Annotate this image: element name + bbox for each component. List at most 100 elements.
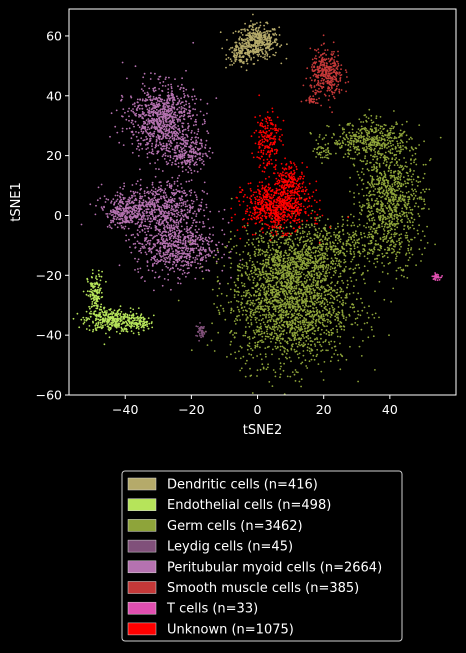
scatter-point — [289, 287, 292, 290]
scatter-point — [288, 337, 291, 340]
scatter-point — [241, 298, 244, 300]
scatter-point — [364, 157, 366, 160]
scatter-point — [386, 232, 389, 235]
scatter-point — [336, 280, 339, 283]
scatter-point — [255, 48, 258, 50]
scatter-point — [289, 375, 292, 378]
scatter-point — [394, 228, 396, 231]
scatter-point — [254, 23, 256, 26]
scatter-point — [392, 202, 395, 205]
scatter-point — [357, 292, 360, 295]
scatter-point — [406, 165, 408, 168]
scatter-point — [223, 265, 226, 267]
scatter-point — [337, 294, 340, 297]
scatter-point — [305, 290, 307, 293]
scatter-point — [262, 31, 265, 34]
scatter-point — [270, 314, 273, 317]
scatter-point — [407, 247, 409, 250]
scatter-point — [363, 147, 366, 149]
scatter-point — [120, 330, 123, 332]
scatter-point — [403, 212, 406, 214]
scatter-point — [362, 340, 364, 342]
scatter-point — [384, 218, 387, 221]
scatter-point — [300, 298, 303, 301]
scatter-point — [413, 236, 416, 239]
scatter-point — [375, 115, 378, 117]
scatter-point — [117, 324, 119, 327]
scatter-point — [283, 284, 285, 287]
scatter-point — [388, 237, 391, 240]
scatter-point — [416, 185, 419, 187]
scatter-point — [398, 132, 401, 135]
scatter-point — [310, 274, 313, 277]
scatter-point — [370, 125, 373, 128]
scatter-point — [256, 261, 259, 263]
scatter-point — [245, 319, 248, 322]
scatter-point — [351, 303, 354, 305]
scatter-point — [229, 343, 232, 346]
scatter-point — [231, 64, 234, 66]
scatter-point — [371, 166, 373, 169]
scatter-point — [235, 300, 238, 302]
scatter-point — [261, 252, 264, 255]
scatter-point — [106, 310, 108, 312]
scatter-point — [260, 235, 263, 238]
scatter-point — [334, 262, 337, 265]
scatter-point — [299, 321, 302, 323]
scatter-point — [90, 285, 93, 287]
scatter-point — [306, 279, 308, 282]
scatter-point — [366, 168, 369, 171]
scatter-point — [264, 57, 266, 60]
scatter-point — [327, 267, 329, 269]
scatter-point — [103, 307, 105, 310]
scatter-point — [372, 185, 375, 188]
scatter-point — [414, 188, 416, 191]
scatter-point — [240, 282, 243, 284]
scatter-point — [346, 286, 348, 289]
scatter-point — [342, 156, 345, 159]
scatter-point — [390, 144, 393, 147]
scatter-point — [228, 48, 231, 51]
scatter-point — [268, 254, 271, 257]
scatter-point — [411, 181, 413, 183]
scatter-point — [260, 32, 263, 34]
scatter-point — [371, 199, 373, 202]
scatter-point — [247, 243, 250, 246]
scatter-point — [280, 313, 283, 316]
scatter-point — [310, 132, 312, 135]
scatter-point — [387, 137, 390, 140]
scatter-point — [386, 139, 389, 142]
scatter-point — [257, 59, 259, 62]
scatter-point — [312, 317, 314, 319]
scatter-point — [318, 234, 321, 237]
scatter-point — [246, 348, 249, 351]
scatter-point — [400, 219, 402, 222]
scatter-point — [368, 202, 370, 204]
scatter-point — [393, 218, 396, 220]
scatter-point — [371, 181, 373, 183]
scatter-point — [109, 318, 111, 321]
scatter-point — [363, 265, 366, 268]
scatter-point — [265, 258, 267, 261]
scatter-point — [345, 295, 348, 297]
scatter-point — [366, 253, 369, 256]
scatter-point — [259, 346, 261, 349]
scatter-point — [391, 183, 394, 186]
scatter-point — [264, 323, 266, 326]
scatter-point — [286, 254, 289, 257]
scatter-point — [108, 329, 111, 332]
scatter-point — [252, 263, 255, 266]
scatter-point — [398, 150, 400, 152]
scatter-point — [326, 314, 329, 317]
scatter-point — [235, 332, 238, 334]
scatter-point — [262, 237, 265, 239]
scatter-point — [326, 303, 329, 306]
scatter-point — [246, 34, 248, 36]
scatter-point — [302, 354, 305, 357]
scatter-point — [253, 271, 255, 274]
scatter-point — [370, 114, 373, 117]
scatter-point — [379, 188, 382, 190]
scatter-point — [336, 242, 339, 245]
scatter-point — [267, 335, 270, 338]
scatter-point — [399, 142, 402, 145]
